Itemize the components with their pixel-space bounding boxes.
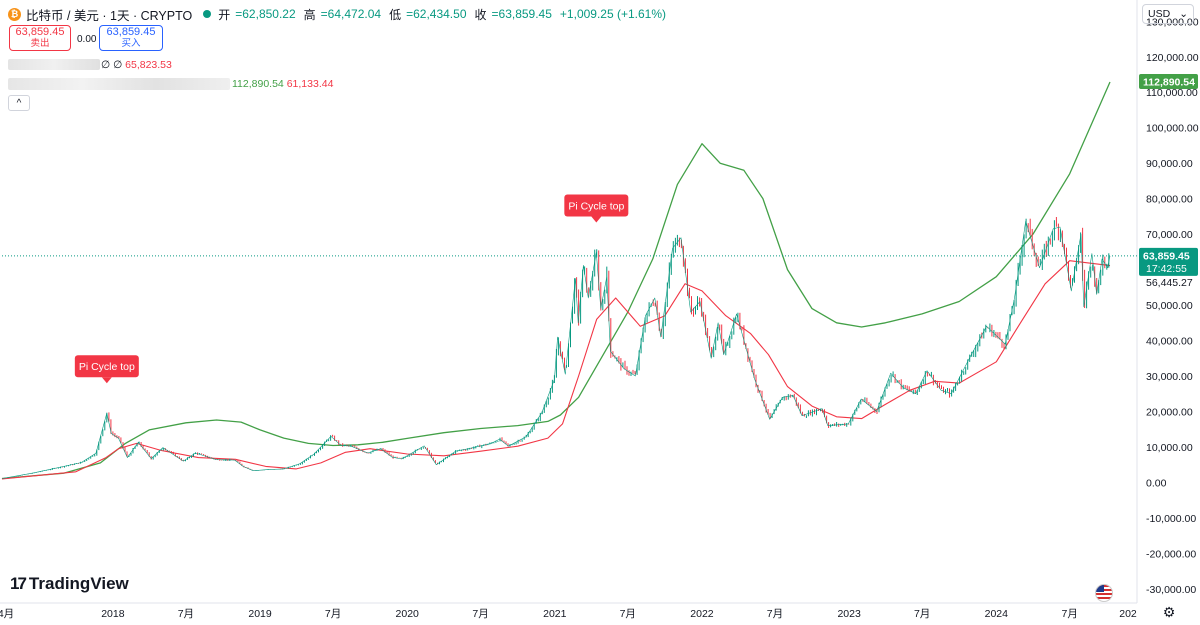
current-price-badge xyxy=(1139,247,1198,276)
indicator-1-value: 65,823.53 xyxy=(125,59,172,71)
y-tick-label: 100,000.00 xyxy=(1146,123,1199,135)
currency-label: USD xyxy=(1148,8,1171,20)
pi-cycle-top-pointer xyxy=(101,377,112,384)
y-tick-label: 50,000.00 xyxy=(1146,300,1193,312)
pi-cycle-top-text: Pi Cycle top xyxy=(79,361,135,373)
x-tick-label: 2021 xyxy=(543,608,567,620)
collapse-legend-button[interactable]: ^ xyxy=(8,95,30,111)
us-flag-icon[interactable] xyxy=(1095,584,1113,602)
indicator-2-short-value: 61,133.44 xyxy=(286,78,334,90)
y-tick-label: 40,000.00 xyxy=(1146,336,1193,348)
high-label: 高 xyxy=(303,7,316,22)
x-tick-label: 7月 xyxy=(620,608,636,620)
axis-price-badge-text: 112,890.54 xyxy=(1143,76,1195,88)
indicator-2-values: 112,890.54 61,133.44 xyxy=(232,78,333,90)
y-tick-label: 20,000.00 xyxy=(1146,406,1193,418)
x-tick-label: 2022 xyxy=(690,608,714,620)
current-price-badge-text: 63,859.45 xyxy=(1143,250,1190,262)
bitcoin-icon: ₿ xyxy=(8,7,21,21)
y-tick-label: 130,000.00 xyxy=(1146,16,1199,28)
indicator-1-prefix: ∅ ∅ xyxy=(101,59,123,71)
open-label: 开 xyxy=(218,7,231,22)
y-tick-label: 80,000.00 xyxy=(1146,194,1193,206)
x-tick-label: 7月 xyxy=(767,608,783,620)
chevron-down-icon: ⌄ xyxy=(1179,8,1188,20)
blurred-indicator-name[interactable] xyxy=(8,78,230,90)
x-tick-label: 2019 xyxy=(248,608,272,620)
y-tick-label: 120,000.00 xyxy=(1146,52,1199,64)
y-tick-label: 110,000.00 xyxy=(1146,87,1198,99)
sell-button[interactable]: 63,859.45 卖出 xyxy=(9,25,71,51)
pi-cycle-top-pointer xyxy=(591,216,602,223)
market-status-icon[interactable] xyxy=(203,10,212,18)
x-tick-label: 2024 xyxy=(985,608,1009,620)
x-tick-label: 7月 xyxy=(472,608,488,620)
x-tick-label: 7月 xyxy=(325,608,341,620)
x-tick-label: 7月 xyxy=(914,608,930,620)
y-tick-label: -20,000.00 xyxy=(1146,548,1196,560)
low-value: =62,434.50 xyxy=(406,7,467,21)
price-line xyxy=(1,220,1111,479)
axis-price-badge xyxy=(1139,73,1198,89)
y-tick-label: 30,000.00 xyxy=(1146,371,1193,383)
sell-price: 63,859.45 xyxy=(15,26,65,38)
x-tick-label: 2018 xyxy=(101,608,125,620)
y-tick-label: -30,000.00 xyxy=(1146,584,1196,596)
close-value: =63,859.45 xyxy=(491,7,552,21)
symbol-header: ₿ 比特币 / 美元 · 1天 · CRYPTO 开 =62,850.22 高 =6… xyxy=(8,5,666,23)
bar-countdown-text: 17:42:55 xyxy=(1146,263,1187,275)
y-axis-value-label: 56,445.27 xyxy=(1146,277,1193,289)
gear-icon[interactable]: ⚙ xyxy=(1162,604,1176,620)
x-tick-label: 202 xyxy=(1119,608,1137,620)
sell-label: 卖出 xyxy=(30,38,50,49)
close-label: 收 xyxy=(474,7,487,22)
pi-cycle-top-label xyxy=(564,194,629,217)
buy-label: 买入 xyxy=(121,38,141,49)
indicator-2-long-value: 112,890.54 xyxy=(232,78,284,90)
x-tick-label: 2023 xyxy=(837,608,861,620)
pi-cycle-top-label xyxy=(74,355,139,378)
blurred-indicator-name[interactable] xyxy=(8,59,100,70)
symbol-title[interactable]: 比特币 / 美元 · 1天 · CRYPTO xyxy=(26,8,193,23)
tradingview-logo[interactable]: 17 TradingView xyxy=(10,574,129,594)
x-tick-label: 7月 xyxy=(178,608,194,620)
x-tick-label: 2020 xyxy=(396,608,420,620)
tradingview-wordmark: TradingView xyxy=(28,574,129,593)
low-label: 低 xyxy=(389,7,402,22)
change-value: +1,009.25 (+1.61%) xyxy=(559,7,666,21)
x-tick-label: 7月 xyxy=(1062,608,1078,620)
currency-select[interactable]: USD ⌄ xyxy=(1142,4,1194,24)
y-tick-label: 0.00 xyxy=(1146,477,1167,489)
buy-button[interactable]: 63,859.45 买入 xyxy=(99,25,163,51)
indicator-1-values: ∅ ∅ 65,823.53 xyxy=(101,59,172,71)
long-ma-line xyxy=(1,81,1111,480)
pi-cycle-top-text: Pi Cycle top xyxy=(568,201,624,213)
spread-value: 0.00 xyxy=(77,34,97,45)
open-value: =62,850.22 xyxy=(235,7,296,21)
high-value: =64,472.04 xyxy=(320,7,382,21)
y-tick-label: 70,000.00 xyxy=(1146,229,1193,241)
y-tick-label: -10,000.00 xyxy=(1146,513,1196,525)
x-tick-label: 4月 xyxy=(0,608,14,620)
y-tick-label: 10,000.00 xyxy=(1146,442,1193,454)
tradingview-mark-icon: 17 xyxy=(10,574,27,593)
y-tick-label: 90,000.00 xyxy=(1146,158,1193,170)
buy-price: 63,859.45 xyxy=(106,26,156,38)
